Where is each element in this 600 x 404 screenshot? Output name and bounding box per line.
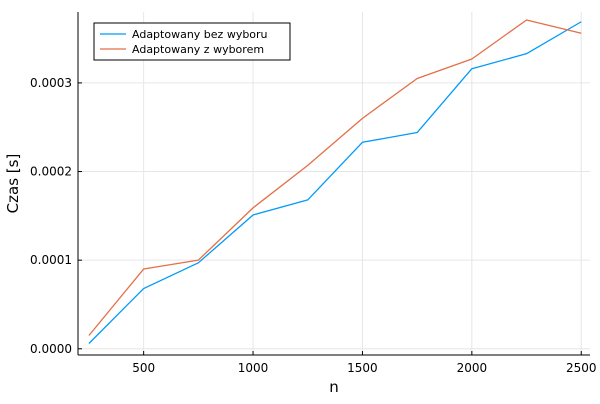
y-tick-label: 0.0001: [30, 253, 72, 267]
series: [88, 19, 582, 344]
y-tick-label: 0.0003: [30, 76, 72, 90]
legend-box: [93, 22, 291, 61]
x-tick-label: 1500: [347, 361, 378, 375]
legend-label: Adaptowany bez wyboru: [132, 28, 268, 41]
axes: [77, 12, 590, 356]
legend-items: Adaptowany bez wyboru Adaptowany z wybore…: [100, 28, 268, 56]
series-line-1: [88, 21, 582, 344]
x-tick-label: 1000: [238, 361, 269, 375]
ticks: 500 1000 1500 2000 2500 0.0000 0.0001 0.0002 0.0…: [30, 76, 597, 375]
legend: Adaptowany bez wyboru Adaptowany z wybore…: [93, 22, 291, 61]
y-tick-label: 0.0002: [30, 165, 72, 179]
x-axis-label: n: [329, 378, 339, 396]
series-line-2: [88, 19, 582, 336]
x-tick-label: 2500: [566, 361, 597, 375]
x-tick-label: 2000: [457, 361, 488, 375]
x-tick-label: 500: [132, 361, 155, 375]
grid: [78, 12, 590, 355]
y-axis-label: Czas [s]: [4, 154, 22, 214]
y-tick-label: 0.0000: [30, 342, 72, 356]
legend-label: Adaptowany z wyborem: [132, 43, 264, 56]
